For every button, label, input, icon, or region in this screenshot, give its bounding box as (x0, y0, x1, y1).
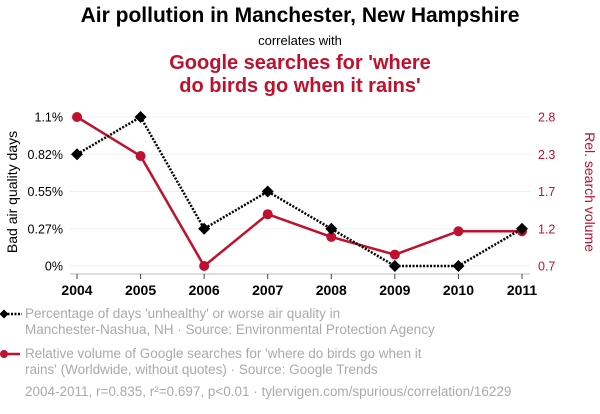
air-quality-point (388, 260, 401, 272)
x-tick-label: 2006 (189, 282, 220, 298)
air-quality-point (71, 148, 83, 161)
left-tick-label: 0.27% (28, 222, 63, 236)
legend-text-search-volume-line1: Relative volume of Google searches for '… (25, 346, 422, 361)
left-axis-ticks: 0% 0.27% 0.55% 0.82% 1.1% (28, 111, 63, 274)
right-axis-label: Rel. search volume (582, 132, 598, 252)
air-quality-point (516, 222, 528, 235)
right-tick-label: 1.2 (538, 222, 555, 236)
left-tick-label: 0.55% (28, 185, 63, 199)
air-quality-point (261, 185, 274, 198)
air-quality-point (134, 111, 147, 123)
air-quality-point (452, 260, 465, 272)
search-volume-point (199, 261, 210, 271)
series-search-volume-line (76, 115, 522, 268)
solid-circle-line-icon (0, 350, 20, 358)
dotted-diamond-line-icon (0, 309, 22, 319)
series-search-volume (72, 112, 527, 271)
right-tick-label: 1.7 (538, 185, 555, 199)
search-volume-point (453, 226, 464, 237)
series-air-quality-line (76, 115, 523, 268)
x-tick-label: 2009 (379, 282, 410, 298)
line-chart: 0% 0.27% 0.55% 0.82% 1.1% 0.7 1.2 1.7 2.3 2.8 20… (4, 111, 598, 299)
air-quality-point (198, 222, 211, 235)
chart-title: Air pollution in Manchester, New Hampshi… (80, 4, 520, 27)
footer-stats: 2004-2011, r=0.835, r²=0.697, p<0.01 · t… (25, 384, 512, 399)
search-volume-point (72, 112, 82, 122)
right-tick-label: 2.8 (538, 111, 555, 125)
legend-text-search-volume-line2: rains' (Worldwide, without quotes) · Sou… (25, 362, 378, 377)
x-tick-label: 2005 (125, 282, 156, 298)
left-tick-label: 1.1% (35, 111, 64, 125)
left-tick-label: 0.82% (28, 148, 63, 162)
right-tick-label: 2.3 (538, 148, 555, 162)
search-volume-point (262, 209, 273, 220)
right-axis-ticks: 0.7 1.2 1.7 2.3 2.8 (538, 111, 555, 274)
chart-title-secondary-line1: Google searches for 'where (169, 52, 431, 74)
search-volume-point (389, 249, 400, 260)
left-axis-label: Bad air quality days (4, 131, 20, 253)
x-tick-label: 2007 (252, 282, 283, 298)
legend-text-air-quality-line2: Manchester-Nashua, NH · Source: Environm… (25, 322, 435, 337)
x-axis-ticks: 2004 2005 2006 2007 2008 2009 2010 2011 (61, 274, 537, 298)
x-tick-label: 2010 (443, 282, 474, 298)
x-tick-label: 2004 (61, 282, 92, 298)
series-air-quality (71, 111, 528, 272)
search-volume-point (326, 231, 337, 242)
air-quality-point (325, 222, 338, 235)
search-volume-point (135, 151, 146, 162)
gridlines (70, 116, 530, 267)
left-tick-label: 0% (45, 260, 63, 274)
chart-title-secondary: Google searches for 'where do birds go w… (150, 52, 450, 98)
x-tick-label: 2011 (507, 282, 538, 298)
x-tick-label: 2008 (316, 282, 347, 298)
legend-text-air-quality-line1: Percentage of days 'unhealthy' or worse … (25, 306, 341, 321)
chart-title-secondary-line2: do birds go when it rains' (179, 75, 421, 97)
right-tick-label: 0.7 (538, 260, 555, 274)
chart-subtitle: correlates with (258, 33, 342, 48)
